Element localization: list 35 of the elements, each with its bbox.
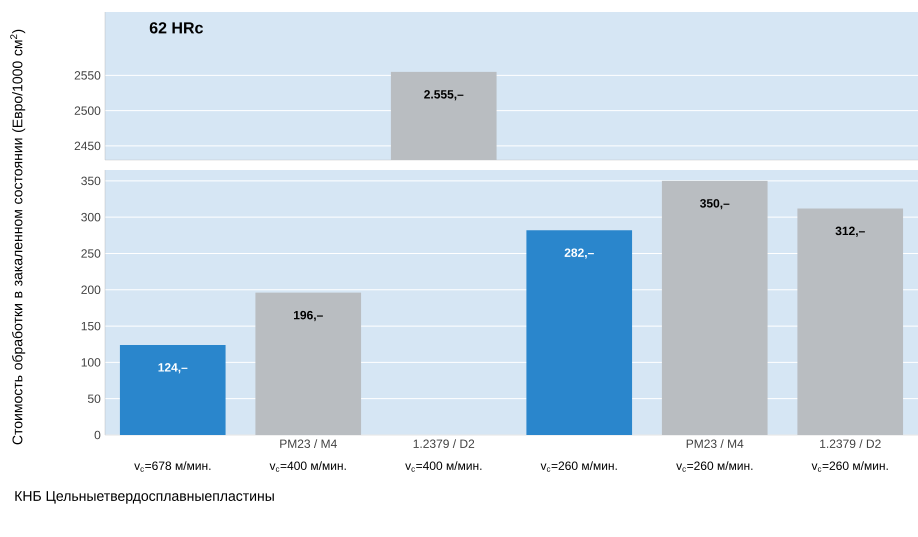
bar [797, 208, 904, 435]
y-tick-label: 2450 [74, 142, 100, 150]
y-axis-title: Стоимость обработки в закаленном состоянии (Евро/1000 см$^{2}$) [10, 30, 26, 444]
data-label: 350,– [700, 199, 730, 210]
x-tick-label: PM23 / M4 [686, 439, 744, 448]
y-tick-label: 250 [81, 249, 100, 258]
x-axis-title: КНБ Цельныетвердосплавныепластины [15, 491, 274, 504]
x-tick-label: PM23 / M4 [280, 439, 337, 448]
text: v$_{c}$=260 м/мин. [676, 461, 752, 472]
bar [526, 230, 632, 435]
text: v$_{c}$=260 м/мин. [540, 461, 617, 472]
x-tick-label: 1.2379 / D2 [414, 439, 474, 448]
y-tick-label: 50 [88, 394, 100, 403]
y-tick-label: 2500 [74, 106, 100, 115]
y-tick-label: 100 [82, 358, 100, 367]
y-tick-label: 350 [81, 176, 100, 186]
data-label: 2.555,– [424, 90, 464, 100]
annotation: 62 HRc [150, 22, 203, 34]
text: v$_{c}$=400 м/мин. [270, 461, 346, 472]
y-tick-label: 0 [94, 430, 100, 440]
y-tick-label: 300 [81, 212, 100, 222]
y-tick-label: 2550 [74, 71, 100, 80]
y-tick-label: 200 [81, 286, 100, 294]
x-tick-label: 1.2379 / D2 [820, 439, 881, 448]
bar [662, 180, 768, 435]
data-label: 312,– [836, 226, 865, 237]
data-label: 124,– [158, 363, 188, 374]
text: v$_{c}$=678 м/мин. [134, 461, 210, 472]
bar [120, 344, 226, 435]
bar [255, 292, 362, 435]
data-label: 282,– [564, 248, 594, 259]
text: v$_{c}$=400 м/мин. [405, 461, 482, 472]
data-label: 196,– [294, 310, 323, 322]
text: v$_{c}$=260 м/мин. [812, 461, 888, 472]
y-tick-label: 150 [82, 322, 100, 330]
